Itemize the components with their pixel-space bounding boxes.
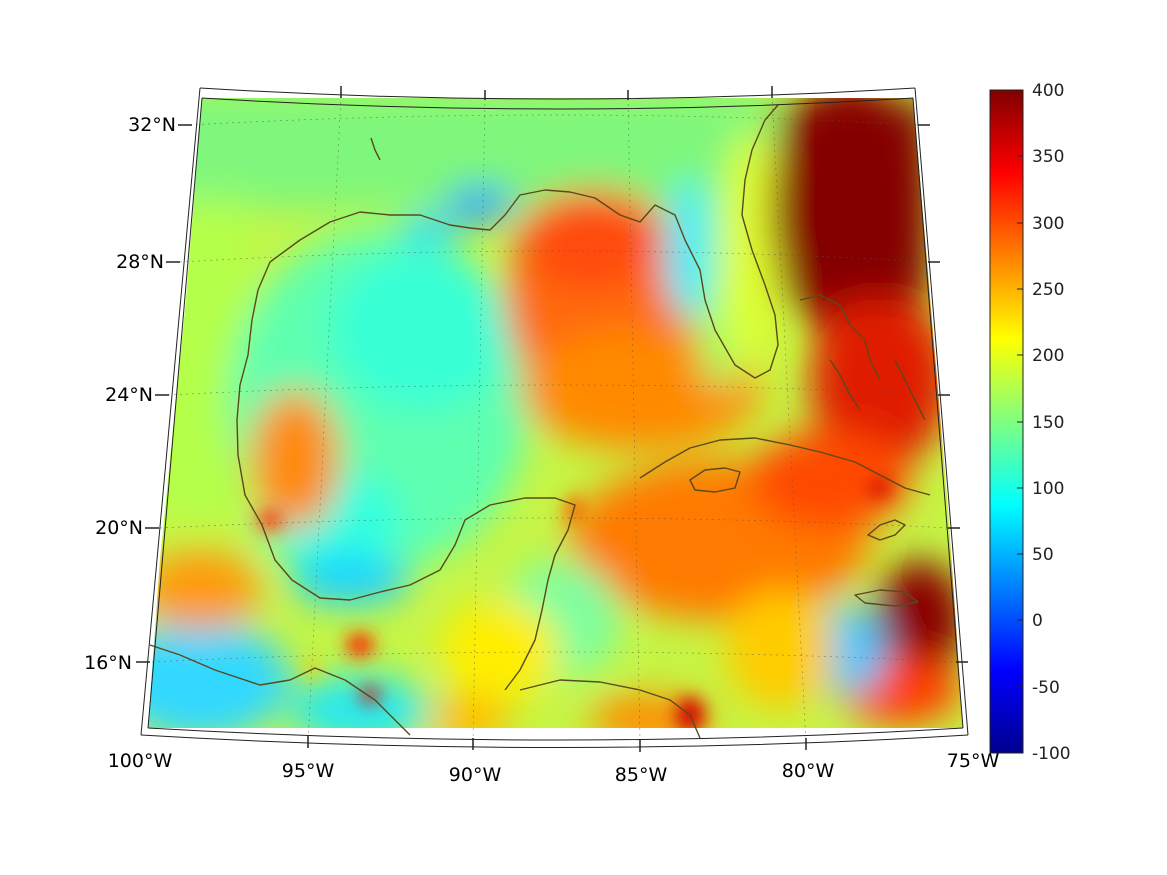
colorbar-tick-label: 100 — [1032, 479, 1064, 499]
colorbar-tick-label: 0 — [1032, 611, 1043, 631]
graticule — [151, 95, 959, 743]
colorbar: 400 350 300 250 200 150 100 50 0 -50 -10… — [989, 81, 1071, 764]
lon-label-100w: 100°W — [108, 750, 173, 772]
lon-label-95w: 95°W — [282, 760, 335, 782]
map-frame — [136, 86, 969, 752]
lat-label-20n: 20°N — [95, 517, 143, 539]
colorbar-tick-label: 250 — [1032, 280, 1064, 300]
lat-label-32n: 32°N — [128, 114, 176, 136]
lat-label-24n: 24°N — [105, 384, 153, 406]
lon-label-75w: 75°W — [947, 750, 1000, 772]
coastlines — [149, 104, 931, 739]
lon-label-85w: 85°W — [615, 764, 668, 786]
colorbar-tick-label: 400 — [1032, 81, 1064, 101]
colorbar-tick-label: 200 — [1032, 346, 1064, 366]
colorbar-tick-label: 50 — [1032, 545, 1054, 565]
longitude-labels: 100°W 95°W 90°W 85°W 80°W 75°W — [108, 750, 1000, 786]
colorbar-tick-label: 300 — [1032, 214, 1064, 234]
latitude-labels: 32°N 28°N 24°N 20°N 16°N — [84, 114, 176, 674]
lat-label-16n: 16°N — [84, 652, 132, 674]
lon-label-80w: 80°W — [782, 760, 835, 782]
lon-label-90w: 90°W — [449, 764, 502, 786]
colorbar-tick-label: 350 — [1032, 147, 1064, 167]
heatmap-field — [148, 98, 963, 728]
colorbar-tick-label: 150 — [1032, 413, 1064, 433]
lat-label-28n: 28°N — [116, 251, 164, 273]
colorbar-tick-label: -50 — [1032, 678, 1060, 698]
colorbar-tick-label: -100 — [1032, 744, 1071, 764]
